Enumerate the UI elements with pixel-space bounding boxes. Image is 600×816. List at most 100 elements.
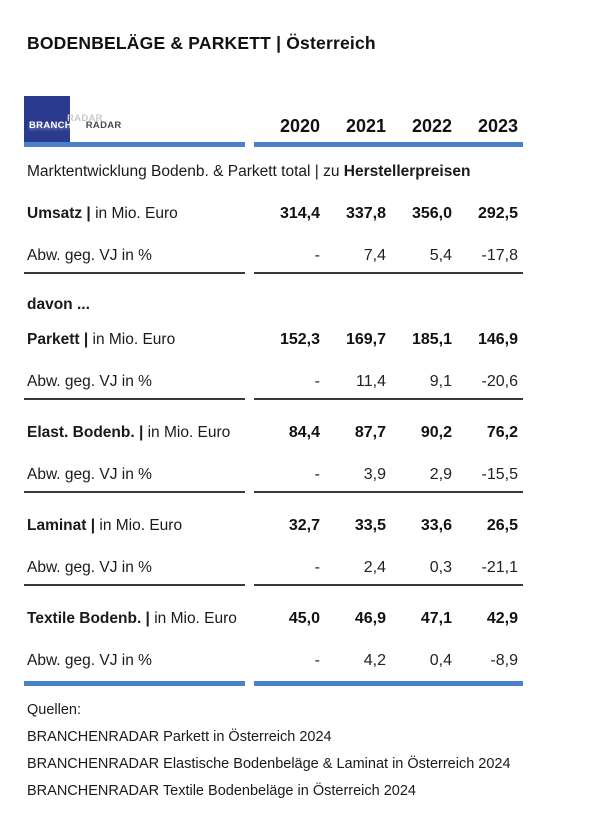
abw-label: Abw. geg. VJ in %: [27, 559, 152, 576]
abw-cell: -: [314, 373, 320, 390]
divider-segment: [24, 681, 245, 686]
abw-cell: -: [314, 247, 320, 264]
table-row-abw: Abw. geg. VJ in % - 3,9 2,9 -15,5: [24, 466, 576, 484]
table-header: RADAR BRANCHENRADAR 2020 2021 2022 2023: [24, 96, 576, 142]
table-row-parkett: Parkett | in Mio. Euro 152,3 169,7 185,1…: [24, 331, 576, 349]
row-label-unit: in Mio. Euro: [88, 331, 176, 348]
value-cell: 76,2: [486, 424, 518, 441]
row-label: Umsatz | in Mio. Euro: [24, 205, 254, 223]
value-cell: 47,1: [420, 610, 452, 627]
source-line: BRANCHENRADAR Elastische Bodenbeläge & L…: [27, 756, 511, 772]
row-label-bold: Textile Bodenb. |: [27, 610, 150, 627]
divider-segment: [24, 142, 245, 147]
divider-segment: [24, 584, 245, 586]
row-label: Elast. Bodenb. | in Mio. Euro: [24, 424, 254, 442]
abw-cell: 11,4: [356, 373, 386, 390]
header-divider: [24, 142, 576, 147]
davon-label: davon ...: [27, 296, 90, 313]
value-cell: 337,8: [345, 205, 386, 222]
row-label-bold: Elast. Bodenb. |: [27, 424, 144, 441]
divider-segment: [24, 491, 245, 493]
abw-cell: -: [314, 559, 320, 576]
value-cell: 152,3: [279, 331, 320, 348]
source-line: BRANCHENRADAR Parkett in Österreich 2024: [27, 729, 332, 745]
row-divider: [24, 491, 576, 493]
table-row-abw: Abw. geg. VJ in % - 2,4 0,3 -21,1: [24, 559, 576, 577]
abw-cell: -15,5: [481, 466, 518, 483]
table-row-laminat: Laminat | in Mio. Euro 32,7 33,5 33,6 26…: [24, 517, 576, 535]
abw-label: Abw. geg. VJ in %: [27, 373, 152, 390]
section-title-bold: Herstellerpreisen: [343, 163, 471, 180]
abw-label: Abw. geg. VJ in %: [27, 466, 152, 483]
logo-text-branchen: BRANCHEN: [29, 120, 86, 131]
value-cell: 356,0: [411, 205, 452, 222]
divider-segment: [24, 272, 245, 274]
row-label-unit: in Mio. Euro: [95, 517, 183, 534]
row-label-bold: Parkett |: [27, 331, 89, 348]
value-cell: 45,0: [288, 610, 320, 627]
abw-cell: -: [314, 466, 320, 483]
table-row-elast-bodenb: Elast. Bodenb. | in Mio. Euro 84,4 87,7 …: [24, 424, 576, 442]
value-cell: 46,9: [354, 610, 386, 627]
row-label: Parkett | in Mio. Euro: [24, 331, 254, 349]
value-cell: 185,1: [411, 331, 452, 348]
divider-segment: [254, 491, 523, 493]
abw-cell: 0,3: [429, 559, 452, 576]
value-cell: 42,9: [486, 610, 518, 627]
value-cell: 314,4: [279, 205, 320, 222]
abw-cell: 2,4: [363, 559, 386, 576]
divider-segment: [254, 272, 523, 274]
abw-label: Abw. geg. VJ in %: [27, 652, 152, 669]
year-header-2020: 2020: [279, 116, 320, 136]
sources-block: Quellen: BRANCHENRADAR Parkett in Österr…: [27, 702, 576, 799]
abw-label: Abw. geg. VJ in %: [27, 247, 152, 264]
row-label-unit: in Mio. Euro: [90, 205, 178, 222]
abw-cell: 0,4: [429, 652, 452, 669]
divider-segment: [254, 584, 523, 586]
year-header-2023: 2023: [477, 116, 518, 136]
abw-cell: -: [314, 652, 320, 669]
table-row-abw: Abw. geg. VJ in % - 4,2 0,4 -8,9: [24, 652, 576, 670]
abw-cell: -17,8: [481, 247, 518, 264]
abw-cell: 5,4: [429, 247, 452, 264]
abw-cell: 7,4: [363, 247, 386, 264]
row-divider: [24, 272, 576, 274]
row-label: Laminat | in Mio. Euro: [24, 517, 254, 535]
value-cell: 32,7: [288, 517, 320, 534]
row-divider: [24, 584, 576, 586]
value-cell: 26,5: [486, 517, 518, 534]
table-row-abw: Abw. geg. VJ in % - 7,4 5,4 -17,8: [24, 247, 576, 265]
table-row-umsatz: Umsatz | in Mio. Euro 314,4 337,8 356,0 …: [24, 205, 576, 223]
value-cell: 146,9: [477, 331, 518, 348]
row-label-bold: Laminat |: [27, 517, 96, 534]
table-row-abw: Abw. geg. VJ in % - 11,4 9,1 -20,6: [24, 373, 576, 391]
logo-ghost-text: RADAR: [67, 113, 103, 124]
divider-segment: [254, 681, 523, 686]
divider-segment: [254, 398, 523, 400]
section-title: Marktentwicklung Bodenb. & Parkett total…: [27, 162, 576, 181]
abw-cell: -20,6: [481, 373, 518, 390]
sources-heading: Quellen:: [27, 702, 82, 718]
section-title-regular: Marktentwicklung Bodenb. & Parkett total…: [27, 163, 344, 180]
value-cell: 87,7: [354, 424, 386, 441]
abw-cell: 9,1: [429, 373, 452, 390]
branchenradar-logo: RADAR BRANCHENRADAR: [24, 96, 121, 142]
value-cell: 90,2: [420, 424, 452, 441]
abw-cell: -8,9: [490, 652, 518, 669]
row-label-unit: in Mio. Euro: [149, 610, 237, 627]
value-cell: 84,4: [288, 424, 320, 441]
year-header-2021: 2021: [345, 116, 386, 136]
divider-segment: [254, 142, 523, 147]
abw-cell: -21,1: [481, 559, 518, 576]
row-label: Textile Bodenb. | in Mio. Euro: [24, 610, 254, 628]
row-label-bold: Umsatz |: [27, 205, 91, 222]
logo-text: BRANCHENRADAR: [29, 120, 122, 131]
logo-cell: RADAR BRANCHENRADAR: [24, 96, 254, 142]
page-title: BODENBELÄGE & PARKETT | Österreich: [27, 33, 376, 53]
footer-divider: [24, 681, 576, 686]
table-row-textile-bodenb: Textile Bodenb. | in Mio. Euro 45,0 46,9…: [24, 610, 576, 628]
year-header-2022: 2022: [411, 116, 452, 136]
source-line: BRANCHENRADAR Textile Bodenbeläge in Öst…: [27, 783, 417, 799]
row-label-unit: in Mio. Euro: [143, 424, 231, 441]
